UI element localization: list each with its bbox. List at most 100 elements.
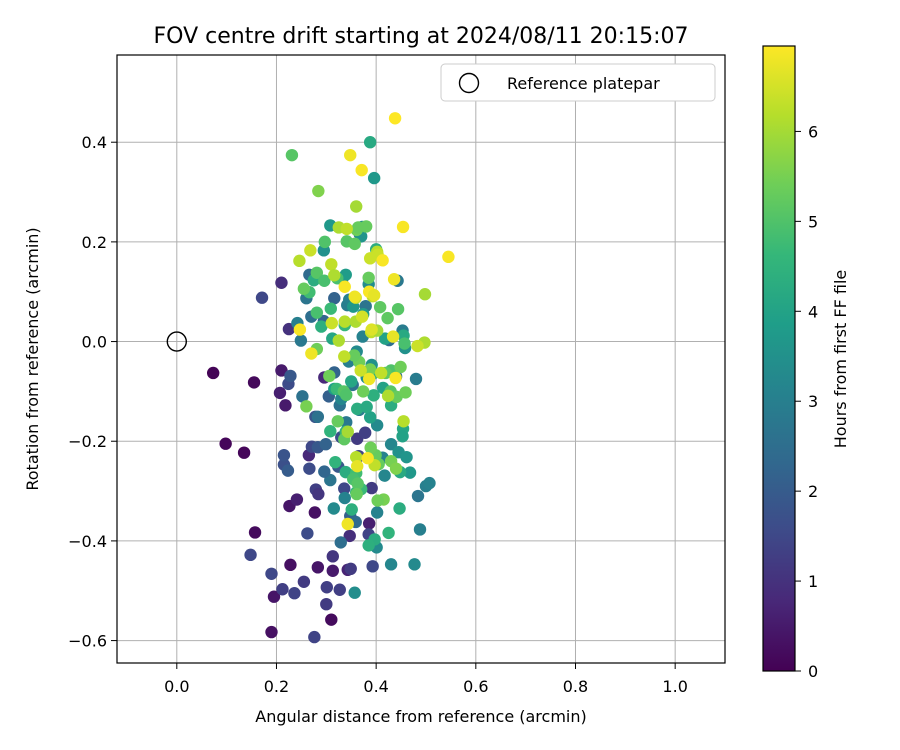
data-point (311, 410, 325, 424)
data-point (408, 558, 421, 571)
data-point (338, 491, 351, 505)
data-point (411, 339, 424, 353)
colorbar-label: Hours from first FF file (831, 270, 850, 449)
y-axis-label: Rotation from reference (arcmin) (23, 227, 42, 490)
x-axis-ticks: 0.0 0.2 0.4 0.6 0.8 1.0 (164, 663, 688, 696)
data-point (275, 276, 288, 289)
data-point (277, 448, 291, 462)
data-point (338, 280, 351, 293)
data-point (403, 466, 417, 479)
y-tick-label: 0.2 (82, 233, 107, 252)
data-point (350, 450, 363, 464)
data-point (364, 441, 377, 454)
data-point (360, 400, 373, 414)
reference-marker (166, 331, 188, 352)
data-point (370, 419, 384, 432)
data-point (418, 288, 432, 301)
data-point (354, 364, 367, 377)
data-point (400, 450, 413, 464)
y-tick-label: −0.4 (68, 532, 107, 551)
data-point (359, 220, 373, 233)
data-point (276, 583, 289, 596)
chart-title: FOV centre drift starting at 2024/08/11 … (154, 24, 689, 49)
y-tick-label: 0.4 (82, 133, 107, 152)
data-point (382, 526, 395, 540)
x-tick-label: 0.6 (463, 677, 488, 696)
data-point (371, 494, 384, 507)
data-point (397, 415, 410, 428)
data-point (328, 292, 341, 305)
data-point (361, 451, 374, 465)
data-point (381, 311, 394, 325)
data-point (398, 337, 411, 350)
data-point (206, 366, 220, 380)
data-point (308, 506, 322, 519)
data-point (273, 386, 287, 400)
colorbar-fill (763, 46, 795, 671)
data-point (413, 523, 427, 536)
data-point (327, 502, 340, 515)
data-point (294, 334, 308, 347)
data-point (303, 462, 316, 475)
data-point (325, 613, 338, 626)
data-point (310, 266, 324, 279)
data-point (362, 517, 376, 530)
data-point (373, 300, 387, 314)
data-point (350, 487, 363, 501)
data-point (341, 425, 354, 438)
data-point (351, 459, 364, 473)
colorbar-tick-label: 0 (808, 662, 818, 681)
data-point (389, 462, 403, 475)
data-point (370, 506, 384, 519)
data-point (312, 487, 325, 501)
data-point (362, 372, 376, 386)
colorbar-frame (762, 45, 796, 672)
x-tick-label: 0.2 (264, 677, 289, 696)
data-point (338, 350, 351, 363)
grid-lines (117, 55, 725, 663)
data-point (244, 548, 257, 562)
colorbar-tick-label: 2 (808, 482, 818, 501)
data-point (386, 330, 400, 343)
data-point (389, 371, 402, 385)
data-point (331, 415, 344, 428)
data-point (323, 369, 336, 383)
data-point (315, 320, 328, 333)
data-point (301, 527, 314, 540)
data-point (341, 517, 354, 531)
data-point (319, 438, 333, 451)
data-point (348, 586, 361, 599)
legend-box (440, 63, 716, 102)
data-point (265, 625, 278, 639)
data-point (365, 481, 378, 495)
colorbar-ticks: 0 1 2 3 4 5 6 (795, 122, 818, 681)
data-point (388, 112, 402, 125)
data-point (333, 583, 346, 596)
data-point (329, 455, 342, 469)
data-point (355, 310, 369, 323)
data-point (348, 349, 361, 362)
legend-marker-reference (458, 72, 480, 94)
x-axis-label: Angular distance from reference (arcmin) (255, 707, 586, 726)
data-point (247, 376, 261, 389)
data-point (356, 385, 370, 398)
data-point (332, 334, 345, 347)
data-point (381, 389, 395, 403)
colorbar-tick-label: 4 (808, 302, 818, 321)
data-point (324, 425, 337, 438)
data-point (284, 558, 297, 572)
data-point (320, 597, 333, 611)
data-point (248, 526, 262, 539)
legend-label-reference: Reference platepar (507, 74, 660, 93)
data-point (340, 388, 353, 402)
data-point (367, 389, 380, 402)
data-point (411, 489, 425, 503)
data-point (326, 550, 339, 563)
data-point (442, 250, 455, 264)
data-point (325, 258, 338, 271)
data-point (363, 363, 377, 376)
y-tick-label: −0.6 (68, 632, 107, 651)
data-point (324, 302, 337, 315)
data-point (334, 536, 347, 549)
